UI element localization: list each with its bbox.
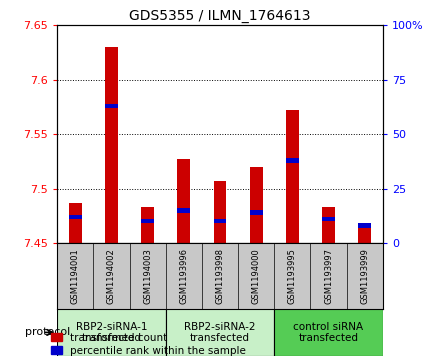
Bar <box>57 309 166 356</box>
Bar <box>322 207 335 243</box>
Bar <box>359 224 371 228</box>
Bar <box>274 309 383 356</box>
Bar <box>166 309 274 356</box>
Bar <box>141 207 154 243</box>
Text: GSM1193997: GSM1193997 <box>324 248 333 304</box>
Bar <box>322 217 335 221</box>
Bar <box>286 158 299 163</box>
Title: GDS5355 / ILMN_1764613: GDS5355 / ILMN_1764613 <box>129 9 311 23</box>
Text: RBP2-siRNA-1
transfected: RBP2-siRNA-1 transfected <box>76 322 147 343</box>
Bar <box>214 219 226 224</box>
Bar <box>250 167 263 243</box>
Bar <box>105 47 118 243</box>
Bar <box>105 104 118 108</box>
Bar <box>177 159 190 243</box>
Text: control siRNA
transfected: control siRNA transfected <box>293 322 363 343</box>
Text: GSM1194003: GSM1194003 <box>143 248 152 304</box>
Text: GSM1194001: GSM1194001 <box>71 248 80 304</box>
Text: protocol: protocol <box>25 327 70 338</box>
Text: GSM1194000: GSM1194000 <box>252 248 260 304</box>
Text: GSM1194002: GSM1194002 <box>107 248 116 304</box>
Text: RBP2-siRNA-2
transfected: RBP2-siRNA-2 transfected <box>184 322 256 343</box>
Bar <box>286 110 299 243</box>
Text: GSM1193995: GSM1193995 <box>288 248 297 304</box>
Bar <box>214 181 226 243</box>
Bar <box>69 203 82 243</box>
Text: GSM1193996: GSM1193996 <box>180 248 188 304</box>
Text: GSM1193999: GSM1193999 <box>360 248 369 304</box>
Text: GSM1193998: GSM1193998 <box>216 248 224 304</box>
Bar <box>177 208 190 213</box>
Bar <box>69 215 82 219</box>
Bar <box>359 224 371 243</box>
Bar <box>250 211 263 215</box>
Legend: transformed count, percentile rank within the sample: transformed count, percentile rank withi… <box>49 330 248 358</box>
Bar <box>141 219 154 224</box>
